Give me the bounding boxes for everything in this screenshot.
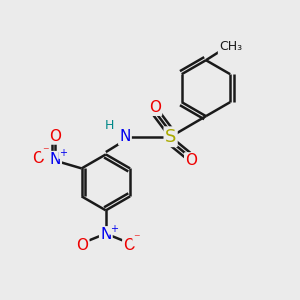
Text: N: N	[50, 152, 61, 167]
Text: O: O	[76, 238, 88, 253]
Text: O: O	[185, 153, 197, 168]
Text: O: O	[123, 238, 135, 253]
Text: N: N	[100, 227, 112, 242]
Text: +: +	[59, 148, 67, 158]
Text: CH₃: CH₃	[219, 40, 242, 53]
Text: H: H	[105, 119, 114, 132]
Text: O: O	[32, 151, 44, 166]
Text: N: N	[119, 129, 131, 144]
Text: ⁻: ⁻	[42, 145, 49, 158]
Text: O: O	[149, 100, 161, 115]
Text: S: S	[165, 128, 176, 146]
Text: O: O	[49, 128, 61, 143]
Text: +: +	[110, 224, 118, 234]
Text: ⁻: ⁻	[134, 232, 140, 245]
